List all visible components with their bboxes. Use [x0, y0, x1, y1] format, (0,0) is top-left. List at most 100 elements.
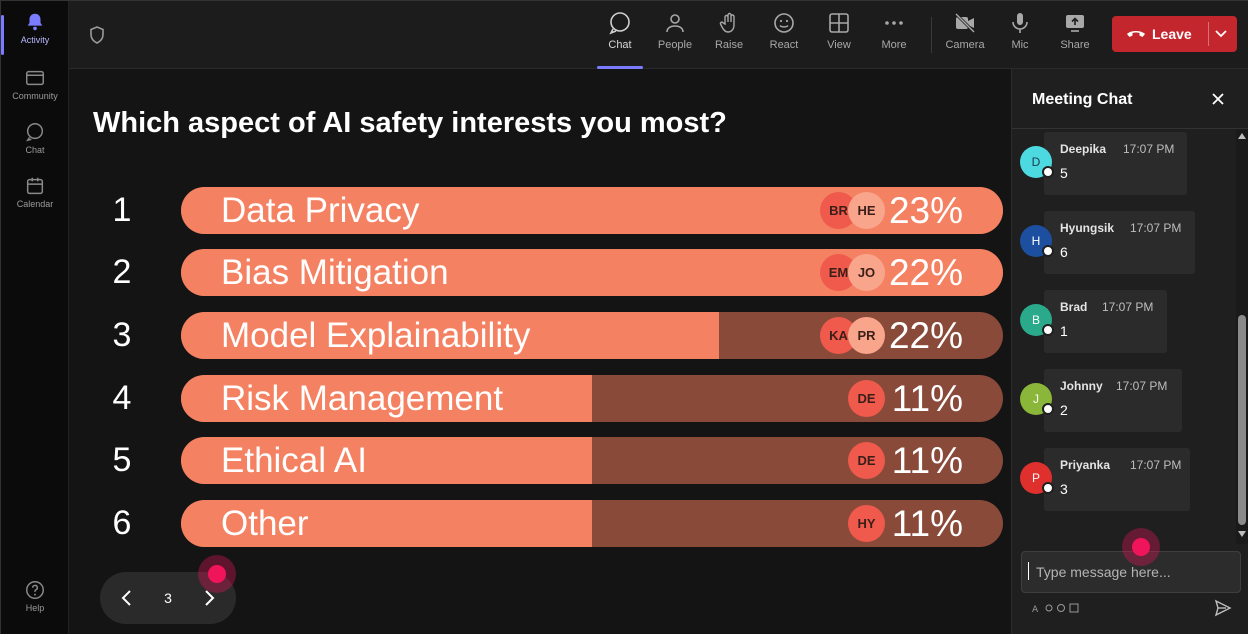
option-rank: 5 [112, 441, 132, 479]
chat-message[interactable]: Deepika 17:07 PM 5 [1044, 132, 1187, 195]
status-indicator [1042, 166, 1054, 178]
poll-option-row: 3 Model Explainability KA PR 22% [69, 312, 1011, 360]
status-indicator [1042, 245, 1054, 257]
option-rank: 6 [112, 504, 132, 542]
calendar-icon [26, 177, 44, 195]
toolbar-divider [931, 17, 932, 53]
view-button[interactable]: View [814, 11, 864, 63]
chat-icon [609, 12, 630, 35]
more-button[interactable]: More [869, 11, 919, 63]
rail-item-calendar[interactable]: Calendar [1, 175, 69, 225]
chevron-left-icon[interactable] [118, 588, 136, 608]
poll-results: Which aspect of AI safety interests you … [69, 69, 1011, 634]
formatting-icons[interactable]: A [1032, 603, 1082, 613]
sender-avatar[interactable]: D [1020, 146, 1054, 178]
option-bar: Risk Management DE 11% [181, 375, 1003, 422]
share-button[interactable]: Share [1050, 11, 1100, 63]
rail-item-activity[interactable]: Activity [1, 11, 69, 61]
chat-message[interactable]: Hyungsik 17:07 PM 6 [1044, 211, 1195, 274]
sender-name: Brad [1060, 300, 1088, 314]
chat-icon [26, 123, 44, 142]
voter-avatar: DE [848, 442, 885, 479]
sender-avatar[interactable]: J [1020, 383, 1054, 415]
rail-item-community[interactable]: Community [1, 67, 69, 117]
sender-avatar[interactable]: B [1020, 304, 1054, 336]
voter-avatar: HE [848, 192, 885, 229]
rail-label: Chat [25, 145, 45, 155]
click-indicator [1122, 528, 1160, 566]
avatar-initial: J [1033, 392, 1039, 406]
status-indicator [1042, 403, 1054, 415]
rail-item-help[interactable]: Help [1, 579, 69, 629]
text-caret [1028, 562, 1029, 580]
voter-avatar: PR [848, 317, 885, 354]
people-button[interactable]: People [650, 11, 700, 63]
bell-icon [27, 13, 43, 31]
option-bar: Data Privacy BR HE 23% [181, 187, 1003, 234]
voter-avatar: HY [848, 505, 885, 542]
message-time: 17:07 PM [1130, 458, 1182, 472]
chat-message[interactable]: Priyanka 17:07 PM 3 [1044, 448, 1190, 511]
more-button-label: More [881, 39, 907, 51]
voter-avatar: JO [848, 254, 885, 291]
microphone-icon [1012, 13, 1028, 33]
status-indicator [1042, 324, 1054, 336]
poll-option-row: 5 Ethical AI DE 11% [69, 437, 1011, 485]
chevron-down-icon[interactable] [1214, 28, 1228, 40]
option-rank: 4 [112, 379, 132, 417]
message-time: 17:07 PM [1130, 221, 1182, 235]
raise-hand-button[interactable]: Raise [704, 11, 754, 63]
option-bar: Model Explainability KA PR 22% [181, 312, 1003, 359]
chat-scroll-thumb[interactable] [1238, 315, 1246, 525]
option-bar: Bias Mitigation EM JO 22% [181, 249, 1003, 296]
share-screen-icon [1066, 15, 1084, 32]
view-button-label: View [827, 39, 851, 51]
phone-hangup-icon [1127, 31, 1145, 37]
scroll-down-arrow-icon[interactable] [1238, 531, 1246, 537]
send-icon[interactable] [1214, 599, 1232, 617]
click-indicator [198, 555, 236, 593]
chat-message[interactable]: Brad 17:07 PM 1 [1044, 290, 1167, 353]
rail-item-chat[interactable]: Chat [1, 121, 69, 171]
chat-message[interactable]: Johnny 17:07 PM 2 [1044, 369, 1182, 432]
people-button-label: People [657, 39, 693, 51]
ellipsis-icon [885, 21, 903, 25]
camera-button[interactable]: Camera [940, 11, 990, 63]
rail-label: Activity [20, 35, 50, 45]
sender-name: Deepika [1060, 142, 1107, 156]
chevron-right-icon[interactable] [200, 588, 218, 608]
avatar-initial: H [1031, 234, 1041, 248]
leave-button[interactable]: Leave [1112, 16, 1237, 52]
left-rail: Activity Community Chat Calendar Help [1, 1, 69, 634]
chat-divider [1012, 128, 1248, 129]
option-percent: 11% [891, 440, 963, 481]
option-label: Model Explainability [221, 316, 531, 355]
grid-icon [829, 13, 849, 33]
option-percent: 23% [888, 190, 963, 231]
sender-avatar[interactable]: P [1020, 462, 1054, 494]
page-number: 3 [164, 590, 172, 606]
help-icon [26, 581, 44, 599]
option-label: Data Privacy [221, 191, 420, 230]
close-icon[interactable] [1210, 91, 1226, 107]
avatar-initial: P [1031, 471, 1040, 485]
poll-option-row: 2 Bias Mitigation EM JO 22% [69, 249, 1011, 297]
message-text: 2 [1060, 402, 1068, 418]
react-button[interactable]: React [759, 11, 809, 63]
option-percent: 11% [891, 378, 963, 419]
poll-option-row: 4 Risk Management DE 11% [69, 375, 1011, 423]
leave-divider [1208, 22, 1209, 46]
shield-icon[interactable] [87, 25, 107, 45]
message-text: 5 [1060, 165, 1068, 181]
sender-avatar[interactable]: H [1020, 225, 1054, 257]
chat-button[interactable]: Chat [595, 11, 645, 69]
rail-label: Community [12, 91, 58, 101]
chat-title: Meeting Chat [1032, 91, 1133, 108]
chat-message-input[interactable]: Type message here... [1021, 551, 1241, 593]
meeting-toolbar: Chat People Raise React View More Camera [69, 1, 1248, 69]
scroll-up-arrow-icon[interactable] [1238, 133, 1246, 139]
option-label: Ethical AI [221, 441, 367, 480]
poll-option-row: 6 Other HY 11% [69, 500, 1011, 548]
mic-button[interactable]: Mic [995, 11, 1045, 63]
